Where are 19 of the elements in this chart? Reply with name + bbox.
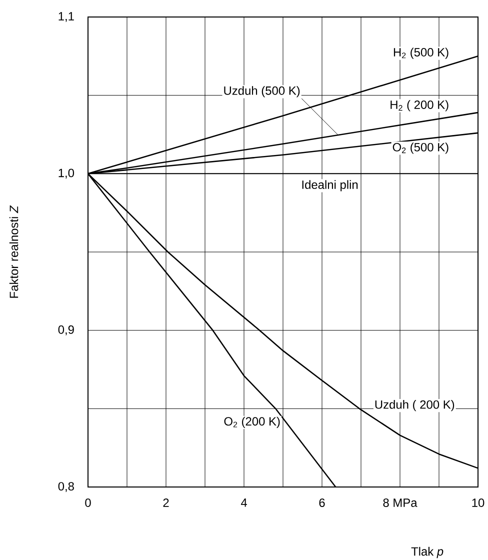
y-axis-title: Faktor realnosti Z bbox=[9, 205, 18, 298]
y-tick-label: 0,8 bbox=[58, 482, 74, 492]
series-label: Uzduh ( 200 K) bbox=[375, 400, 454, 412]
ref-line-label: Idealni plin bbox=[302, 180, 358, 192]
x-tick-label: 2 bbox=[163, 498, 169, 507]
x-tick-label: 6 bbox=[319, 498, 325, 507]
series-label: H$_{2}$ (500 K) bbox=[394, 48, 448, 59]
y-tick-label: 1,0 bbox=[58, 168, 74, 179]
x-axis-title: Tlak p bbox=[411, 546, 444, 558]
series-label: O$_{2}$ (500 K) bbox=[392, 142, 448, 154]
series-label: H$_{2}$ ( 200 K) bbox=[390, 100, 448, 112]
series-label: O$_{2}$ (200 K) bbox=[224, 416, 280, 428]
x-tick-label: 8 MPa bbox=[383, 498, 418, 507]
x-tick-label: 10 bbox=[472, 498, 484, 507]
annotation: Uzduh (500 K) bbox=[224, 86, 300, 98]
x-tick-label: 0 bbox=[85, 498, 91, 507]
y-tick-label: 0,9 bbox=[58, 325, 74, 336]
x-tick-label: 4 bbox=[240, 498, 247, 507]
y-tick-label: 1,1 bbox=[58, 12, 74, 22]
